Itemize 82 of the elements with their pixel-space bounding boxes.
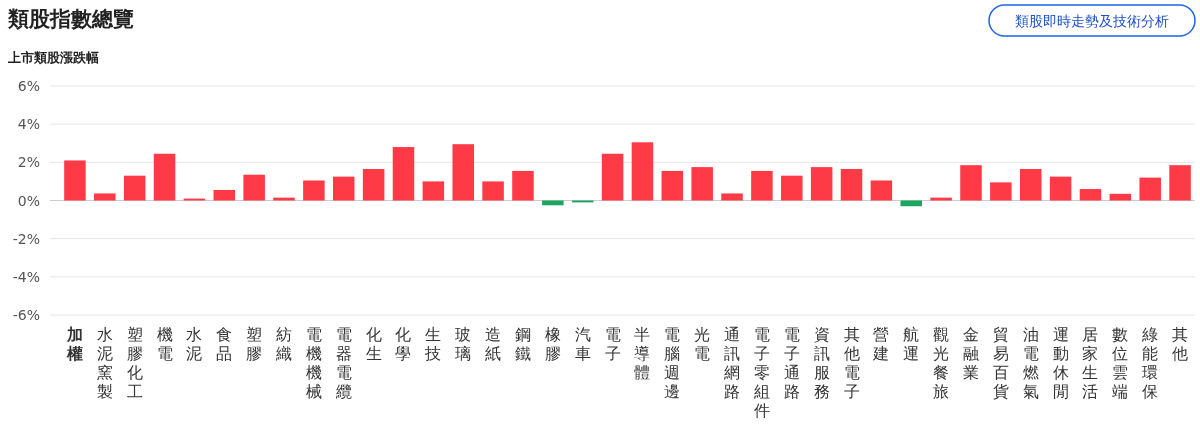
y-tick-label: 6% <box>17 78 40 94</box>
x-tick-label: 半導體 <box>634 325 651 382</box>
bar <box>1139 177 1161 201</box>
x-tick-label: 塑膠 <box>246 325 263 363</box>
x-tick-label: 玻璃 <box>455 325 472 363</box>
bar <box>810 167 833 201</box>
bar <box>123 175 146 201</box>
bar <box>691 167 713 201</box>
x-tick-label: 電機機械 <box>305 325 322 401</box>
bar <box>422 181 445 201</box>
x-tick-label: 電子 <box>604 325 621 363</box>
bar <box>840 169 863 201</box>
x-tick-label: 其他 <box>1172 325 1189 363</box>
bar <box>213 190 236 201</box>
y-tick-label: 0% <box>17 192 40 209</box>
x-tick-label: 鋼鐵 <box>514 325 531 363</box>
bar <box>960 165 982 201</box>
y-tick-label: -4% <box>12 268 40 285</box>
x-tick-label: 塑膠化工 <box>126 325 143 401</box>
y-tick-label: -2% <box>12 230 40 247</box>
x-tick-label: 生技 <box>424 325 442 363</box>
bar <box>1169 165 1191 201</box>
bar <box>1049 176 1072 201</box>
bar <box>601 153 624 201</box>
bar <box>721 193 743 201</box>
bar <box>392 147 415 201</box>
x-tick-label: 化生 <box>365 325 382 363</box>
x-tick-label: 其他電子 <box>843 325 860 401</box>
bar <box>661 170 684 201</box>
y-tick-label: -6% <box>12 307 40 323</box>
x-tick-label: 金融業 <box>962 325 979 382</box>
bar <box>751 170 773 201</box>
bar <box>990 182 1012 201</box>
x-tick-label: 貿易百貨 <box>992 325 1009 401</box>
x-tick-label: 電器電纜 <box>334 325 352 401</box>
x-tick-label: 資訊服務 <box>813 325 830 401</box>
y-tick-label: 4% <box>17 116 40 133</box>
chart-subtitle: 上市類股漲跌幅 <box>7 50 99 65</box>
bar <box>243 174 265 201</box>
bar <box>631 142 654 201</box>
x-tick-label: 營建 <box>872 325 890 363</box>
x-tick-label: 食品 <box>216 325 233 363</box>
x-tick-label: 運動休閒 <box>1052 325 1069 401</box>
button: 類股即時走勢及技術分析 <box>988 4 1196 37</box>
bar <box>482 181 504 201</box>
x-tick-label: 汽車 <box>574 325 591 363</box>
x-tick-label: 光電 <box>694 325 711 363</box>
y-tick-label: 2% <box>17 154 40 171</box>
x-tick-label: 油電燃氣 <box>1022 325 1039 401</box>
x-tick-label: 機電 <box>156 325 173 363</box>
bar <box>94 193 116 201</box>
x-tick-label: 水泥 <box>186 325 203 363</box>
bar <box>273 197 295 201</box>
x-tick-label: 橡膠 <box>544 325 561 363</box>
bar <box>153 153 176 201</box>
bar <box>512 170 534 201</box>
x-tick-label: 航運 <box>903 325 920 363</box>
x-tick-label: 電子零組件 <box>752 325 770 420</box>
x-tick-label: 水泥窯製 <box>96 325 113 401</box>
bar <box>1109 193 1132 201</box>
x-tick-label: 電子通路 <box>783 325 800 401</box>
bar <box>870 180 893 201</box>
x-tick-label: 電腦週邊 <box>664 325 681 401</box>
x-tick-label: 造紙 <box>485 325 502 363</box>
bar <box>452 144 474 201</box>
x-tick-label: 化學 <box>395 325 412 363</box>
x-tick-label: 居家生活 <box>1082 325 1099 401</box>
x-tick-label: 加權 <box>65 325 83 363</box>
chart-title: 類股指數總覽 <box>7 7 134 31</box>
bar <box>64 160 86 201</box>
bar <box>333 176 355 201</box>
x-tick-label: 數位雲端 <box>1112 325 1129 401</box>
x-tick-label: 綠能環保 <box>1141 325 1159 401</box>
bar <box>362 169 385 201</box>
bar <box>930 197 952 201</box>
x-tick-label: 通訊網路 <box>723 325 741 401</box>
bar <box>1019 169 1042 201</box>
x-tick-label: 紡織 <box>275 325 293 363</box>
bar <box>781 175 803 201</box>
bar <box>1079 189 1102 201</box>
x-tick-label: 觀光餐旅 <box>933 325 950 401</box>
bar <box>303 180 325 201</box>
